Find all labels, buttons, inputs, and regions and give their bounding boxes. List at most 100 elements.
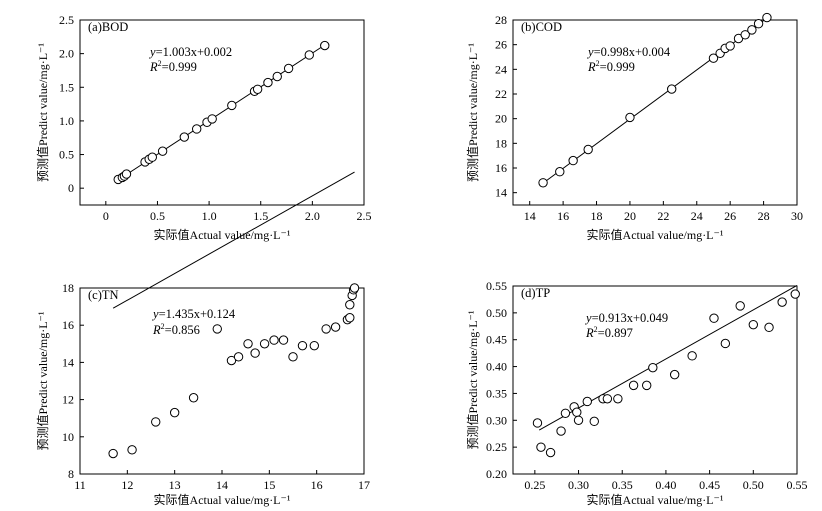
data-point <box>330 322 341 332</box>
x-tick-label: 14 <box>216 478 228 492</box>
x-tick-label: 22 <box>657 209 669 223</box>
y-tick-label: 8 <box>68 467 74 481</box>
panel-tn: 11 12 13 14 15 16 17 8 10 12 14 16 18 (c)TN y=1.435x+0… <box>35 171 370 507</box>
y-tick-label: 12 <box>62 393 74 407</box>
y-tick-label: 0.30 <box>486 413 507 427</box>
data-point <box>345 300 355 310</box>
data-point <box>573 415 584 425</box>
y-tick-label: 20 <box>495 112 507 126</box>
data-point <box>252 84 263 94</box>
r-squared: R2=0.999 <box>587 59 635 74</box>
equation-text: =0.913x+0.049 <box>592 311 669 325</box>
data-point <box>297 340 308 351</box>
y-tick-label: 0.20 <box>486 467 507 481</box>
data-point <box>108 448 118 459</box>
x-tick-label: 18 <box>591 209 603 223</box>
data-point <box>748 319 759 330</box>
data-point <box>545 447 556 458</box>
data-point <box>555 167 565 177</box>
r-squared-value: =0.856 <box>165 323 200 337</box>
y-tick-label: 24 <box>495 62 507 76</box>
x-tick-label: 16 <box>311 478 323 492</box>
y-tick-label: 2.0 <box>59 47 74 61</box>
data-point <box>735 301 745 311</box>
x-tick-label: 26 <box>724 209 736 223</box>
x-tick-label: 0.5 <box>150 209 165 223</box>
regression-line <box>112 171 355 309</box>
data-point <box>532 418 543 428</box>
x-axis-label: 实际值Actual value/mg·L⁻¹ <box>587 492 724 507</box>
data-point <box>321 324 331 334</box>
data-point <box>560 408 571 419</box>
r-squared-symbol: R <box>149 60 158 74</box>
x-tick-label: 1.5 <box>253 209 268 223</box>
x-tick-label: 0.50 <box>743 478 764 492</box>
data-point <box>764 322 774 333</box>
panel-bod: 0 0.5 1.0 1.5 2.0 2.500.51.01.52.02.5 (a)BODy=… <box>35 13 372 242</box>
y-axis-label: 预测值Predict value/mg·L⁻¹ <box>465 310 480 449</box>
equation-variable: y <box>151 307 159 321</box>
r-squared-value: =0.999 <box>600 60 635 74</box>
data-point <box>250 348 260 358</box>
equation-text: =1.003x+0.002 <box>156 45 233 59</box>
data-point <box>207 114 217 124</box>
data-point <box>233 352 244 362</box>
data-point <box>669 369 680 380</box>
data-point <box>191 124 202 134</box>
r-squared-symbol: R <box>585 326 594 340</box>
r-squared-symbol: R <box>587 60 596 74</box>
data-point <box>625 112 635 123</box>
data-point <box>568 155 578 166</box>
data-point <box>309 340 319 351</box>
data-point <box>157 146 168 156</box>
plot-frame <box>512 285 798 475</box>
x-tick-label: 0 <box>103 209 109 223</box>
equation-text: =0.998x+0.004 <box>594 45 671 59</box>
data-point <box>648 362 658 373</box>
x-tick-label: 17 <box>358 478 370 492</box>
panel-title: (a)BOD <box>88 20 128 34</box>
plot-frame <box>512 19 798 206</box>
y-tick-label: 14 <box>62 355 74 369</box>
x-tick-label: 20 <box>624 209 636 223</box>
y-tick-label: 10 <box>62 430 74 444</box>
x-tick-label: 14 <box>524 209 536 223</box>
data-point <box>589 416 599 427</box>
y-tick-label: 28 <box>495 13 507 27</box>
data-point <box>583 144 593 155</box>
y-tick-label: 1.5 <box>59 80 74 94</box>
regression-equation: y=1.435x+0.124 <box>151 307 236 321</box>
y-axis-label: 预测值Predict value/mg·L⁻¹ <box>465 43 480 182</box>
x-axis-label: 实际值Actual value/mg·L⁻¹ <box>154 492 291 507</box>
y-tick-label: 0.35 <box>486 386 507 400</box>
regression-line <box>538 284 798 431</box>
y-tick-label: 22 <box>495 87 507 101</box>
x-tick-label: 16 <box>557 209 569 223</box>
plot-frame <box>79 19 365 206</box>
x-axis-label: 实际值Actual value/mg·L⁻¹ <box>154 227 291 242</box>
panel-title: (d)TP <box>521 286 550 300</box>
x-tick-label: 1.0 <box>202 209 217 223</box>
panel-title: (c)TN <box>88 288 119 302</box>
data-point <box>243 339 253 349</box>
data-point <box>725 41 735 51</box>
data-point <box>709 313 719 323</box>
x-tick-label: 0.40 <box>655 478 676 492</box>
data-point <box>288 352 298 362</box>
data-point <box>538 178 548 188</box>
data-point <box>740 30 750 40</box>
x-tick-label: 2.5 <box>357 209 372 223</box>
r-squared: R2=0.897 <box>585 325 633 340</box>
data-point <box>169 407 180 418</box>
r-squared-value: =0.999 <box>162 60 197 74</box>
data-point <box>151 417 161 427</box>
r-squared-exponent: 2 <box>596 59 600 68</box>
data-point <box>747 25 757 35</box>
data-point <box>283 63 294 74</box>
panel-tp: 0.25 0.30 0.35 0.40 0.45 0.50 0.55 0.20 0.25 0.30… <box>465 279 808 507</box>
y-tick-label: 26 <box>495 38 507 52</box>
x-tick-label: 15 <box>263 478 275 492</box>
y-tick-label: 14 <box>495 186 507 200</box>
panel-title: (b)COD <box>521 20 562 34</box>
x-tick-label: 0.45 <box>699 478 720 492</box>
